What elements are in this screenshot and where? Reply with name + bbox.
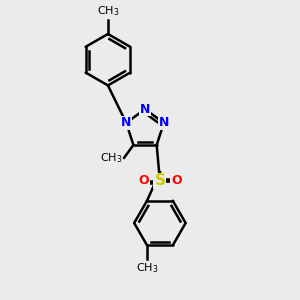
- Text: N: N: [121, 116, 131, 129]
- Text: CH$_3$: CH$_3$: [100, 151, 122, 165]
- Text: O: O: [138, 174, 149, 188]
- Text: O: O: [171, 174, 181, 188]
- Text: CH$_3$: CH$_3$: [97, 4, 119, 18]
- Text: S: S: [154, 173, 165, 188]
- Text: N: N: [140, 103, 150, 116]
- Text: CH$_3$: CH$_3$: [136, 262, 158, 275]
- Text: N: N: [159, 116, 169, 129]
